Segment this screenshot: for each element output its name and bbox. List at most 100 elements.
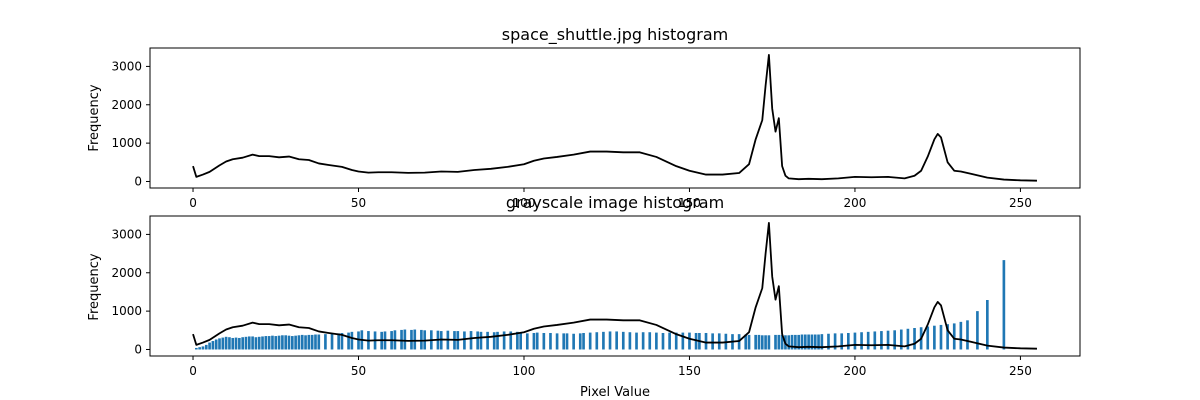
histogram-bar (899, 329, 903, 350)
histogram-bar (496, 331, 499, 350)
histogram-bar (274, 336, 278, 350)
histogram-bar (502, 331, 506, 350)
histogram-bar (800, 334, 804, 350)
histogram-bar (254, 337, 258, 350)
histogram-bar (621, 331, 625, 350)
histogram-bar (906, 328, 910, 350)
histogram-bar (284, 335, 288, 350)
histogram-bar (469, 331, 473, 350)
histogram-bar (754, 334, 757, 350)
histogram-bar (317, 334, 321, 350)
histogram-bar (337, 333, 340, 350)
histogram-bar (694, 332, 698, 350)
y-tick-label: 3000 (111, 59, 142, 73)
histogram-bar (810, 334, 814, 350)
histogram-bar (807, 334, 810, 350)
histogram-bar (886, 330, 890, 350)
histogram-bar (794, 334, 797, 350)
histogram-bar (516, 331, 519, 350)
histogram-bar (492, 332, 496, 350)
histogram-bar (277, 335, 281, 350)
bottom-y-axis-label: Frequency (87, 253, 102, 320)
histogram-bar (817, 334, 820, 350)
top-plot-frame (149, 47, 1081, 189)
histogram-bar (767, 335, 771, 350)
histogram-bar (247, 336, 251, 350)
histogram-bar (913, 328, 916, 350)
y-tick-label: 2000 (111, 266, 142, 280)
histogram-line-series (192, 54, 1038, 182)
y-tick-label: 2000 (111, 98, 142, 112)
histogram-bar (747, 334, 751, 350)
histogram-bar (986, 300, 989, 350)
histogram-bar (281, 335, 284, 350)
histogram-bar (208, 342, 211, 350)
histogram-bar (314, 334, 317, 350)
histogram-bar (578, 333, 582, 350)
bottom-histogram-panel: grayscale image histogram Frequency 0 50 1… (87, 193, 1081, 400)
histogram-bar (939, 324, 943, 350)
histogram-bar (966, 320, 969, 350)
x-tick-label: 200 (843, 196, 866, 210)
histogram-bar (267, 336, 271, 350)
histogram-bar (224, 336, 228, 350)
histogram-bar (959, 321, 963, 350)
histogram-bar (661, 332, 665, 350)
histogram-bar (214, 339, 218, 350)
bottom-axis-ticks: 0 50 100 150 200 250 0 1000 2000 3000 (111, 227, 1031, 378)
x-tick-label: 50 (351, 364, 366, 378)
histogram-bar (261, 336, 264, 350)
histogram-bar (549, 332, 552, 350)
histogram-bar (847, 332, 850, 350)
histogram-bar (231, 337, 235, 350)
histogram-bar (350, 331, 354, 350)
y-tick-label: 0 (134, 174, 142, 188)
x-tick-label: 200 (843, 364, 866, 378)
histogram-bar (542, 332, 546, 350)
histogram-bar (787, 335, 791, 350)
histogram-bar (198, 347, 201, 350)
y-tick-label: 3000 (111, 227, 142, 241)
top-chart-marks (192, 54, 1038, 182)
histogram-bar (648, 332, 652, 350)
histogram-bar (946, 324, 949, 350)
x-tick-label: 0 (189, 196, 197, 210)
bottom-x-axis-label: Pixel Value (580, 385, 650, 400)
bottom-chart-marks (192, 222, 1038, 350)
histogram-bar (221, 337, 225, 350)
histogram-bar (764, 335, 767, 350)
histogram-bar (866, 331, 870, 350)
histogram-bar (525, 333, 529, 350)
histogram-bar (572, 333, 575, 350)
histogram-bar (674, 332, 678, 350)
histogram-bar (413, 329, 417, 350)
histogram-bar (588, 332, 592, 350)
x-tick-label: 150 (678, 196, 701, 210)
histogram-bar (304, 335, 307, 350)
histogram-bar (211, 341, 215, 350)
histogram-bar (1002, 260, 1006, 350)
histogram-bar (535, 332, 539, 350)
histogram-bar (813, 334, 817, 350)
histogram-bar (403, 329, 407, 350)
histogram-bar (357, 331, 360, 350)
histogram-bar (218, 338, 221, 350)
histogram-bar (463, 331, 466, 350)
x-tick-label: 100 (513, 196, 536, 210)
histogram-bar (476, 331, 479, 350)
histogram-bar (509, 331, 513, 350)
histogram-bar (717, 333, 721, 350)
histogram-bar (257, 336, 261, 350)
histogram-bar (562, 333, 566, 350)
histogram-bar (310, 334, 314, 350)
y-tick-label: 1000 (111, 136, 142, 150)
x-tick-label: 0 (189, 364, 197, 378)
histogram-bar (244, 336, 248, 350)
histogram-bar (195, 347, 198, 350)
histogram-line-series (192, 222, 1038, 350)
histogram-bar (602, 331, 605, 350)
histogram-bar (340, 332, 344, 350)
histogram-bar (860, 332, 863, 350)
top-chart-title: space_shuttle.jpg histogram (502, 25, 728, 45)
